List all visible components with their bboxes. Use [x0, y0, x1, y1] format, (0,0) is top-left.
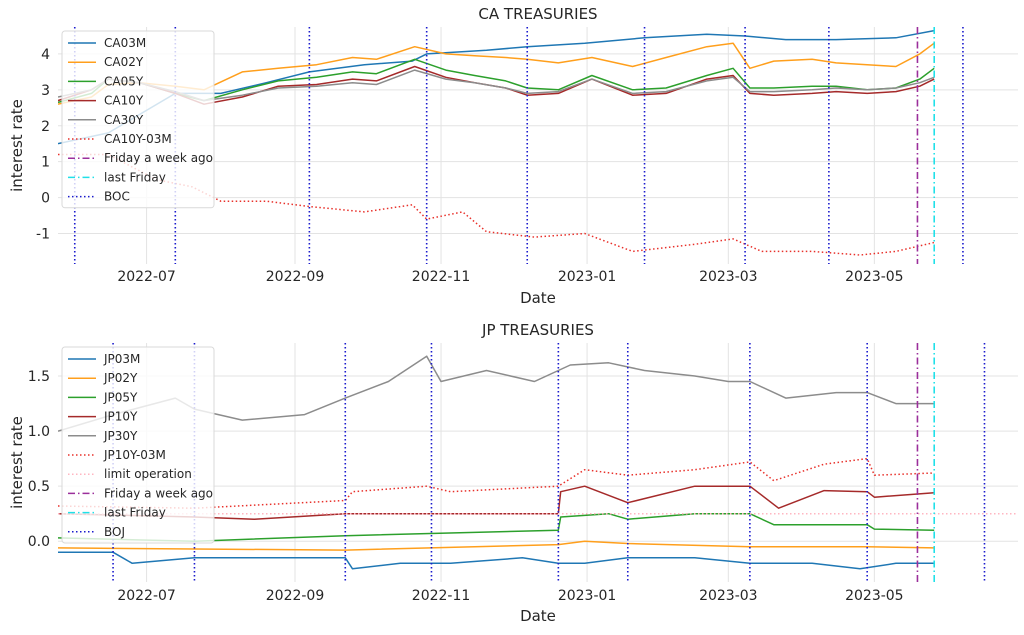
chart1-y-tick-label: 0: [41, 191, 50, 207]
chart2-legend-label: JP03M: [103, 352, 140, 366]
chart1-series-ca03m: [58, 29, 935, 145]
chart1-legend-label: CA03M: [104, 36, 146, 50]
chart1-panel: -1 0 1 2 3 4 2022-07 2022-09 2022-11 2023-01 2023-…: [8, 5, 1018, 307]
chart1-y-axis-label: interest rate: [8, 99, 26, 192]
chart2-legend: JP03M JP02Y JP05Y JP10Y JP30Y JP10Y-03M limit …: [61, 346, 215, 544]
chart2-plot-area: [58, 343, 1018, 582]
chart2-series-jp30y: [58, 355, 935, 432]
chart2-y-tick-label: 1.0: [28, 424, 50, 440]
chart1-legend-label: last Friday: [104, 170, 166, 184]
chart1-legend: CA03M CA02Y CA05Y CA10Y CA30Y CA10Y-03M Friday…: [61, 30, 215, 209]
chart1-x-tick-label: 2023-03: [699, 269, 758, 285]
chart2-legend-label: BOJ: [104, 525, 125, 539]
chart1-legend-label: CA10Y: [104, 94, 144, 108]
chart2-series-jp10y-03m: [58, 457, 935, 509]
chart1-legend-box: [61, 30, 215, 209]
chart2-legend-label: Friday a week ago: [104, 486, 213, 500]
chart1-y-tick-label: 3: [41, 83, 50, 99]
chart2-legend-label: JP10Y: [103, 410, 138, 424]
chart1-x-tick-label: 2022-09: [266, 269, 325, 285]
chart2-y-tick-label: 0.0: [28, 534, 50, 550]
chart2-x-tick-label: 2022-11: [412, 588, 471, 604]
chart2-legend-label: last Friday: [104, 506, 166, 520]
chart1-legend-label: CA10Y-03M: [104, 132, 172, 146]
chart1-title: CA TREASURIES: [478, 5, 597, 23]
chart1-x-tick-label: 2022-11: [412, 269, 471, 285]
chart1-legend-label: Friday a week ago: [104, 151, 213, 165]
chart1-x-axis-label: Date: [520, 289, 556, 307]
chart1-x-tick-label: 2023-05: [845, 269, 904, 285]
chart2-series-jp03m: [58, 551, 935, 570]
chart2-legend-label: limit operation: [104, 467, 192, 481]
chart2-panel: 0.0 0.5 1.0 1.5 2022-07 2022-09 2022-11 2023-01…: [8, 321, 1018, 625]
chart2-x-tick-label: 2023-01: [558, 588, 617, 604]
chart2-y-axis-label: interest rate: [8, 416, 26, 509]
chart1-legend-label: CA05Y: [104, 74, 144, 88]
chart2-x-tick-label: 2023-03: [699, 588, 758, 604]
chart2-title: JP TREASURIES: [481, 321, 594, 339]
chart1-y-tick-label: 2: [41, 119, 50, 135]
chart2-x-tick-label: 2022-07: [117, 588, 176, 604]
chart1-plot-area: [58, 27, 1018, 264]
chart2-series-jp10y: [58, 485, 935, 520]
chart2-legend-label: JP02Y: [103, 371, 138, 385]
chart2-legend-box: [61, 346, 215, 544]
chart2-x-axis-label: Date: [520, 607, 556, 625]
chart2-legend-label: JP30Y: [103, 429, 138, 443]
chart1-legend-label: CA02Y: [104, 55, 144, 69]
chart2-legend-label: JP10Y-03M: [103, 448, 166, 462]
chart2-x-tick-label: 2023-05: [845, 588, 904, 604]
chart1-y-tick-label: 1: [41, 155, 50, 171]
chart2-series-jp02y: [58, 540, 935, 551]
chart2-legend-label: JP05Y: [103, 390, 138, 404]
chart1-y-tick-label: 4: [41, 47, 50, 63]
chart1-legend-label: BOC: [104, 190, 130, 204]
chart2-y-tick-label: 0.5: [28, 479, 50, 495]
chart2-x-tick-label: 2022-09: [266, 588, 325, 604]
chart1-x-tick-label: 2023-01: [558, 269, 617, 285]
chart2-series-group: [58, 343, 1018, 582]
chart1-legend-label: CA30Y: [104, 113, 144, 127]
chart1-x-tick-label: 2022-07: [117, 269, 176, 285]
chart2-y-tick-label: 1.5: [28, 369, 50, 385]
chart1-y-tick-label: -1: [36, 226, 50, 242]
